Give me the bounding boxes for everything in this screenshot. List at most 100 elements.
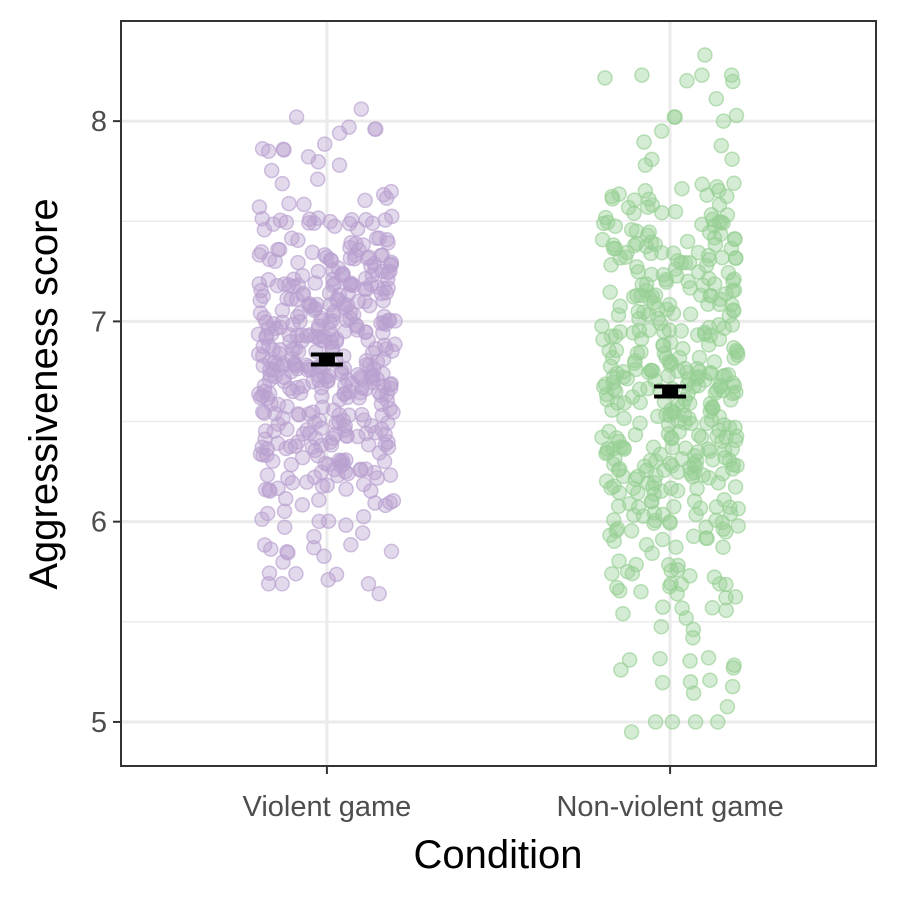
data-point <box>727 479 744 495</box>
data-point <box>288 565 304 582</box>
data-point <box>595 379 612 395</box>
data-point <box>664 439 681 456</box>
data-point <box>275 554 291 570</box>
data-point <box>715 465 731 482</box>
data-point <box>724 296 740 313</box>
data-point <box>252 292 269 309</box>
data-point <box>706 569 723 585</box>
error-bars <box>310 352 687 399</box>
data-point <box>715 521 732 537</box>
data-point <box>271 241 288 258</box>
y-tick-label: 5 <box>91 707 107 739</box>
data-point <box>369 470 386 486</box>
data-point <box>708 499 725 515</box>
data-point <box>650 408 666 425</box>
data-point <box>314 388 330 405</box>
data-point <box>667 203 684 220</box>
data-point <box>673 323 689 339</box>
data-point <box>629 345 646 361</box>
data-point <box>630 303 646 320</box>
data-point <box>602 284 618 300</box>
data-point <box>699 415 715 432</box>
data-point <box>367 495 383 511</box>
data-point <box>637 183 654 199</box>
data-point <box>314 478 331 494</box>
data-point <box>655 337 671 353</box>
data-point <box>666 498 682 515</box>
data-point <box>635 304 652 320</box>
data-point <box>715 113 732 129</box>
data-point <box>377 212 394 228</box>
data-point <box>711 197 728 213</box>
data-points <box>250 47 746 740</box>
data-point <box>345 277 362 294</box>
data-point <box>598 473 615 489</box>
data-point <box>263 162 280 179</box>
data-point <box>252 305 269 321</box>
data-point <box>633 583 649 600</box>
data-point <box>282 438 299 455</box>
data-point <box>594 231 611 248</box>
data-point <box>292 305 309 321</box>
data-point <box>641 364 657 381</box>
data-point <box>654 204 670 221</box>
data-point <box>343 275 359 291</box>
data-point <box>669 586 685 602</box>
data-point <box>643 234 659 250</box>
data-point <box>713 137 730 154</box>
data-point <box>254 511 270 528</box>
data-point <box>685 685 702 701</box>
data-point <box>274 175 291 192</box>
data-point <box>269 357 285 373</box>
data-point <box>373 396 390 412</box>
data-point <box>654 674 671 691</box>
data-point <box>306 215 322 231</box>
data-point <box>726 340 742 356</box>
data-point <box>287 438 304 454</box>
data-point <box>377 316 394 332</box>
data-point <box>607 328 624 344</box>
data-point <box>288 109 305 125</box>
data-point <box>351 390 367 406</box>
data-point <box>603 328 620 345</box>
data-point <box>343 235 359 251</box>
data-point <box>259 505 276 522</box>
data-point <box>270 480 286 497</box>
data-point <box>611 553 627 569</box>
data-point <box>678 610 694 626</box>
data-point <box>630 264 646 280</box>
data-point <box>255 447 271 463</box>
data-point <box>371 445 388 461</box>
data-point <box>290 254 306 271</box>
data-point <box>682 280 698 296</box>
data-point <box>726 230 743 247</box>
data-point <box>619 370 635 387</box>
data-point <box>621 495 638 512</box>
data-point <box>373 285 390 302</box>
data-point <box>300 149 317 165</box>
data-point <box>265 342 281 358</box>
data-point <box>689 480 705 497</box>
y-tick-label: 7 <box>91 306 107 338</box>
data-point <box>705 451 721 468</box>
data-point <box>601 423 617 440</box>
data-point <box>283 230 300 247</box>
data-point <box>646 505 663 521</box>
data-point <box>385 492 402 509</box>
data-point <box>698 530 714 546</box>
data-point <box>594 318 610 334</box>
data-point <box>338 481 354 497</box>
data-point <box>655 599 671 615</box>
data-point <box>636 134 652 150</box>
data-point <box>281 195 297 212</box>
data-point <box>607 218 624 234</box>
y-axis-title: Aggressiveness score <box>22 198 66 589</box>
data-point <box>701 270 717 287</box>
data-point <box>383 543 400 560</box>
data-point <box>694 176 710 193</box>
data-point <box>653 618 670 635</box>
data-point <box>724 678 741 695</box>
data-point <box>338 517 354 533</box>
data-point <box>701 251 718 268</box>
data-point <box>698 519 714 535</box>
